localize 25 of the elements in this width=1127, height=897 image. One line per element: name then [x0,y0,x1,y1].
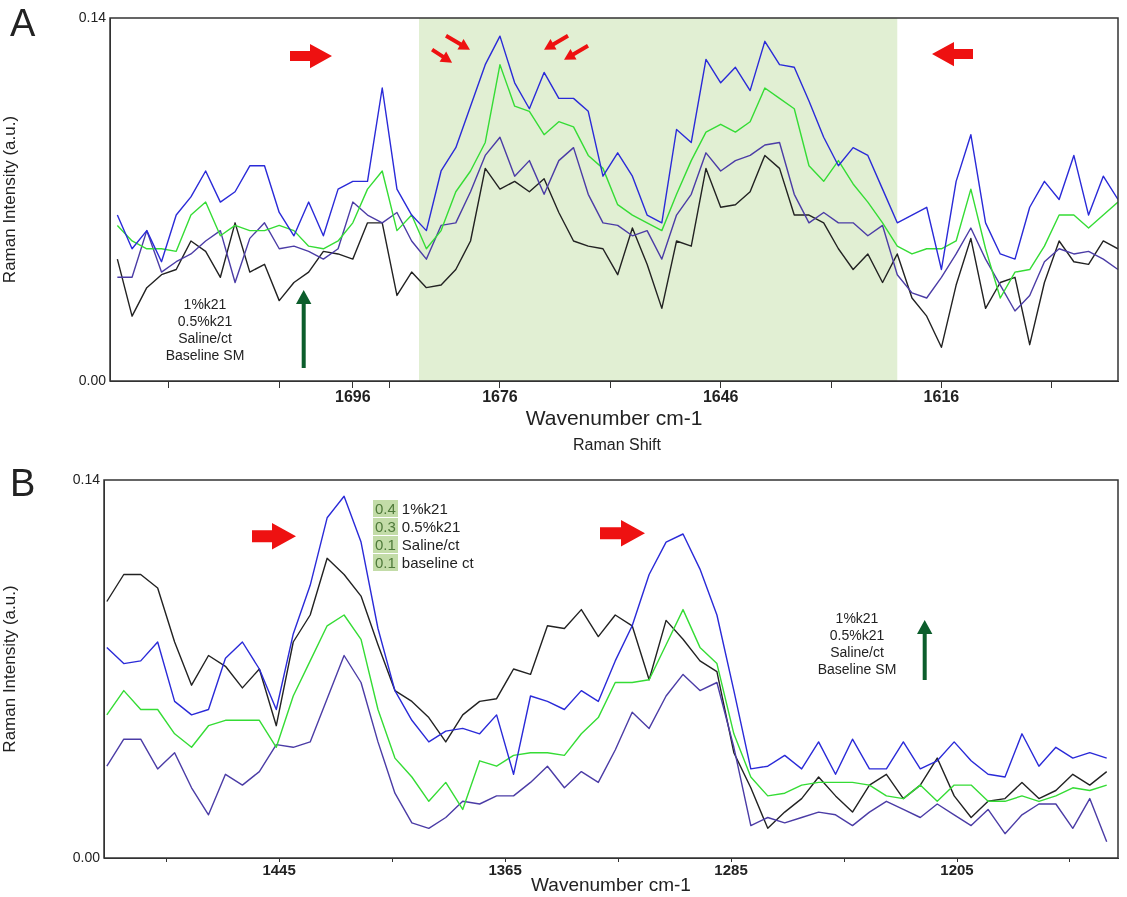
annotation: 0.1 baseline ct [374,554,474,572]
annotation: 0.1 Saline/ct [374,536,460,554]
annotation: 0.4 1%k21 [374,500,448,518]
x-tick-label: 1696 [335,388,371,406]
x-tick-label: 1445 [262,861,296,879]
x-tick-label: 1365 [488,861,522,879]
y-axis-title: Raman Intensity (a.u.) [0,115,19,284]
annotation: 1%k21 0.5%k21 Saline/ct Baseline SM [816,610,898,678]
x-axis-title: Wavenumber cm-1 [531,873,691,895]
x-tick-label: 1205 [940,861,974,879]
x-tick-label: 1616 [923,388,960,406]
x-tick-label: 1676 [482,388,518,406]
y-tick-label: 0.00 [78,371,107,388]
y-tick-label: 0.00 [72,848,101,865]
x-axis-title: Wavenumber cm-1 [525,406,703,430]
x-tick-label: 1646 [702,388,739,406]
y-tick-label: 0.14 [78,8,107,25]
chart-title: B [10,462,36,505]
x-tick-label: 1285 [714,861,748,879]
annotation: 1%k21 0.5%k21 Saline/ct Baseline SM [164,296,246,364]
y-axis-title: Raman Intensity (a.u.) [0,585,19,753]
annotation: 0.3 0.5%k21 [374,518,461,536]
text: Raman Shift [571,436,662,454]
y-tick-label: 0.14 [72,470,101,487]
chart-title: A [10,2,36,45]
